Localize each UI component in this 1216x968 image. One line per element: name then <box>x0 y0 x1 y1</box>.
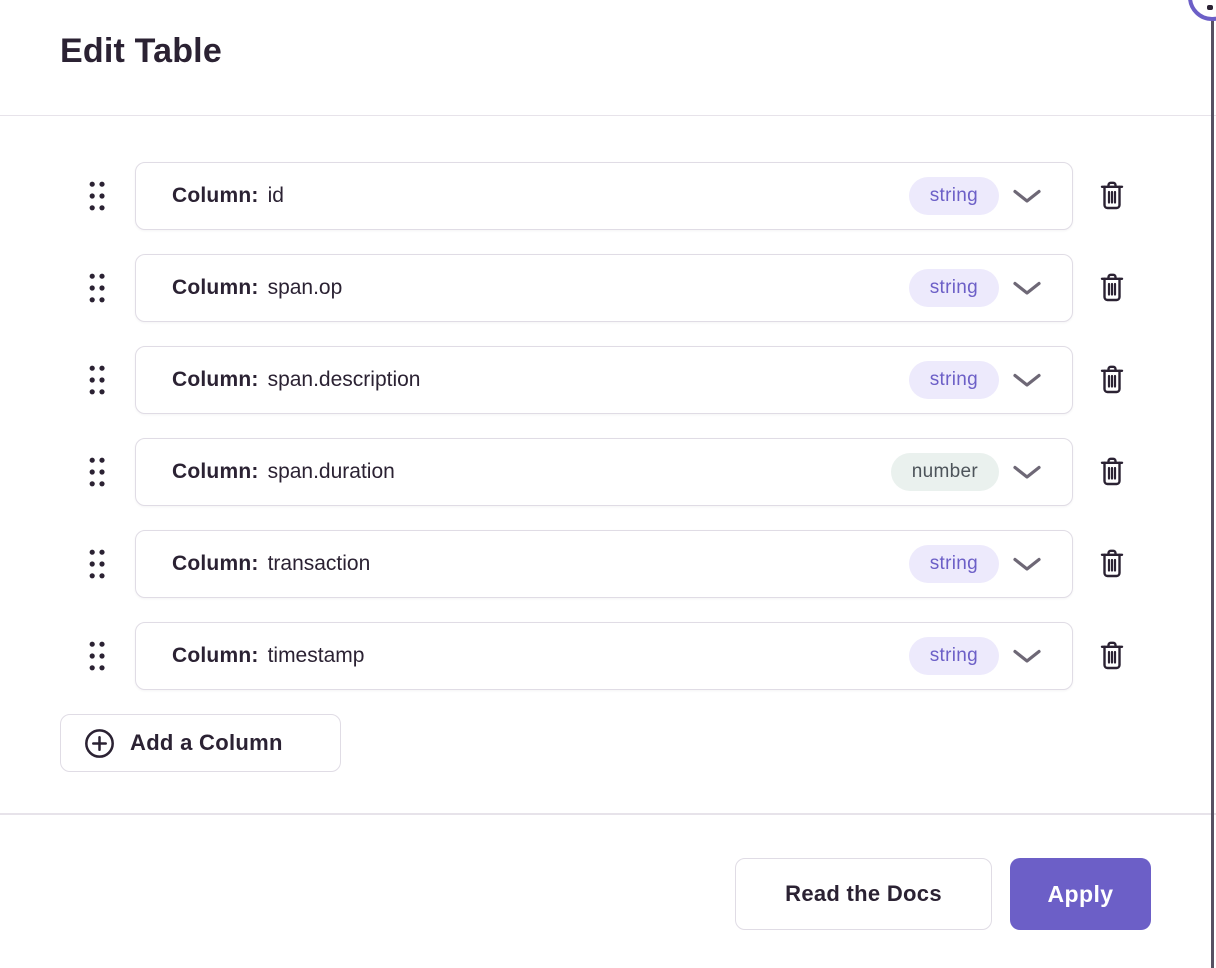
column-label: Column: <box>172 184 259 207</box>
column-row: Column: timestamp string <box>0 622 1216 690</box>
trash-icon <box>1100 549 1124 578</box>
column-type-select[interactable]: string <box>908 269 1042 307</box>
column-name: span.duration <box>267 460 395 483</box>
column-list: Column: id string <box>0 116 1216 690</box>
add-column-label: Add a Column <box>130 730 283 755</box>
chevron-down-icon <box>1013 649 1041 663</box>
trash-icon <box>1100 273 1124 302</box>
drag-dots-icon <box>89 641 105 671</box>
type-badge: string <box>908 637 999 675</box>
delete-column-button[interactable] <box>1096 547 1128 581</box>
drag-handle[interactable] <box>85 637 109 675</box>
column-row: Column: span.duration number <box>0 438 1216 506</box>
column-row: Column: transaction string <box>0 530 1216 598</box>
type-badge: string <box>908 361 999 399</box>
column-name: transaction <box>267 552 371 575</box>
drag-dots-icon <box>89 457 105 487</box>
type-badge: number <box>890 453 999 491</box>
column-label: Column: <box>172 552 259 575</box>
column-label: Column: <box>172 276 259 299</box>
column-row: Column: id string <box>0 162 1216 230</box>
column-name: timestamp <box>267 644 365 667</box>
trash-icon <box>1100 457 1124 486</box>
column-row: Column: span.description string <box>0 346 1216 414</box>
footer-divider <box>0 813 1216 815</box>
column-type-select[interactable]: string <box>908 177 1042 215</box>
type-badge: string <box>908 545 999 583</box>
type-badge: string <box>908 269 999 307</box>
column-name: id <box>267 184 284 207</box>
drag-dots-icon <box>89 181 105 211</box>
plus-circle-icon <box>85 728 114 758</box>
column-row: Column: span.op string <box>0 254 1216 322</box>
drag-handle[interactable] <box>85 453 109 491</box>
type-badge: string <box>908 177 999 215</box>
panel-edge-divider <box>1211 14 1214 968</box>
drag-dots-icon <box>89 549 105 579</box>
chevron-down-icon <box>1013 189 1041 203</box>
drag-handle[interactable] <box>85 361 109 399</box>
column-field: Column: span.op string <box>135 254 1073 322</box>
chevron-down-icon <box>1013 373 1041 387</box>
drag-handle[interactable] <box>85 545 109 583</box>
chevron-down-icon <box>1013 465 1041 479</box>
delete-column-button[interactable] <box>1096 455 1128 489</box>
delete-column-button[interactable] <box>1096 271 1128 305</box>
drag-dots-icon <box>89 365 105 395</box>
column-field: Column: id string <box>135 162 1073 230</box>
drag-handle[interactable] <box>85 269 109 307</box>
column-label: Column: <box>172 644 259 667</box>
delete-column-button[interactable] <box>1096 639 1128 673</box>
dialog-header: Edit Table <box>0 0 1216 116</box>
page-title: Edit Table <box>60 32 222 70</box>
column-field: Column: timestamp string <box>135 622 1073 690</box>
chevron-down-icon <box>1013 557 1041 571</box>
chevron-down-icon <box>1013 281 1041 295</box>
column-field: Column: span.duration number <box>135 438 1073 506</box>
trash-icon <box>1100 365 1124 394</box>
trash-icon <box>1100 641 1124 670</box>
apply-button[interactable]: Apply <box>1010 858 1151 930</box>
column-label: Column: <box>172 460 259 483</box>
delete-column-button[interactable] <box>1096 179 1128 213</box>
trash-icon <box>1100 181 1124 210</box>
column-label: Column: <box>172 368 259 391</box>
add-column-button[interactable]: Add a Column <box>60 714 341 772</box>
drag-handle[interactable] <box>85 177 109 215</box>
column-field: Column: transaction string <box>135 530 1073 598</box>
column-type-select[interactable]: string <box>908 361 1042 399</box>
column-type-select[interactable]: string <box>908 637 1042 675</box>
read-the-docs-button[interactable]: Read the Docs <box>735 858 992 930</box>
column-type-select[interactable]: string <box>908 545 1042 583</box>
fab-glyph-fragment <box>1207 5 1213 10</box>
column-name: span.description <box>267 368 421 391</box>
delete-column-button[interactable] <box>1096 363 1128 397</box>
drag-dots-icon <box>89 273 105 303</box>
column-field: Column: span.description string <box>135 346 1073 414</box>
column-name: span.op <box>267 276 343 299</box>
column-type-select[interactable]: number <box>890 453 1042 491</box>
